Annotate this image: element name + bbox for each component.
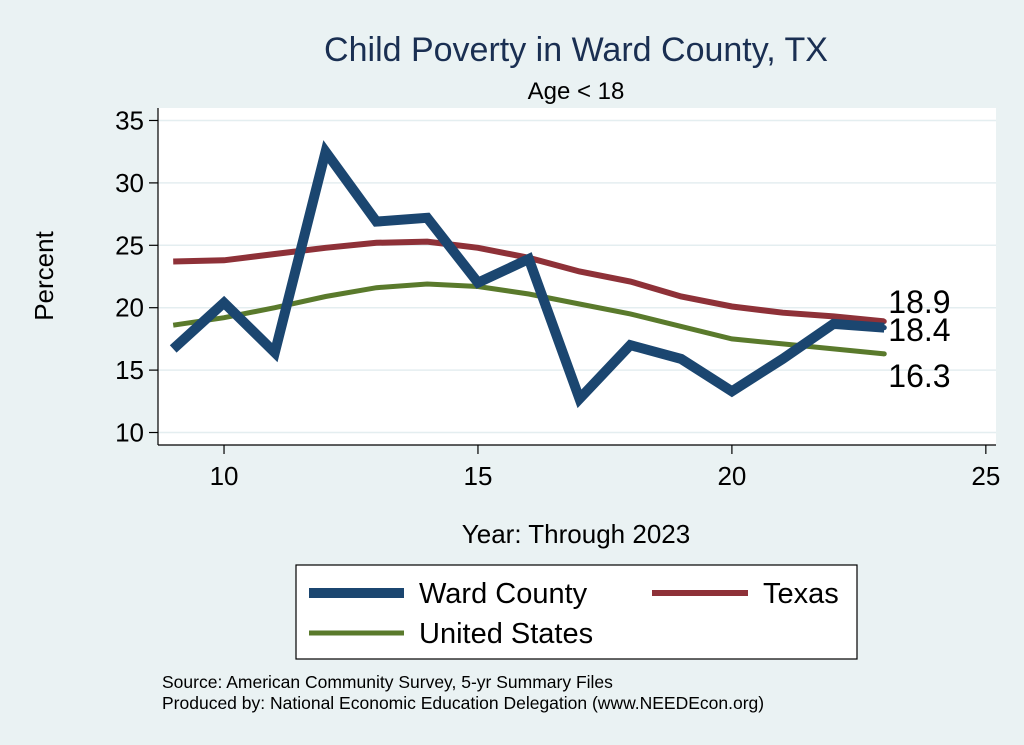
- y-tick-label: 25: [115, 230, 144, 260]
- legend-label-texas: Texas: [763, 578, 839, 610]
- y-tick-label: 10: [115, 418, 144, 448]
- x-tick-label: 15: [464, 461, 493, 491]
- series-lines: [169, 140, 887, 409]
- end-label-texas: 18.9: [888, 284, 950, 320]
- x-tick-label: 10: [210, 461, 239, 491]
- x-tick-label: 25: [971, 461, 1000, 491]
- y-tick-label: 20: [115, 293, 144, 323]
- legend: Ward County Texas United States: [309, 578, 839, 650]
- end-point-ward-county: [881, 325, 887, 331]
- produced-by-line: Produced by: National Economic Education…: [162, 693, 764, 713]
- x-axis-label: Year: Through 2023: [462, 519, 690, 549]
- end-label-united-states: 16.3: [888, 358, 950, 394]
- source-line: Source: American Community Survey, 5-yr …: [162, 672, 613, 692]
- end-label-ward-county: 18.4: [888, 312, 950, 348]
- end-labels: 18.918.4 16.3: [888, 284, 950, 394]
- y-tick-label: 35: [115, 105, 144, 135]
- y-tick-label: 30: [115, 168, 144, 198]
- series-line-ward-county: [169, 140, 885, 409]
- chart-title: Child Poverty in Ward County, TX: [324, 31, 828, 69]
- legend-box: [295, 564, 858, 660]
- axis-ticks: 10 15 20 25 30 35 10 15 20 25: [115, 105, 1000, 491]
- y-tick-label: 15: [115, 355, 144, 385]
- legend-label-united-states: United States: [419, 618, 593, 650]
- legend-label-ward-county: Ward County: [419, 578, 588, 610]
- x-tick-label: 20: [717, 461, 746, 491]
- end-point-united-states: [881, 351, 887, 357]
- y-axis-label: Percent: [29, 230, 59, 320]
- chart-subtitle: Age < 18: [528, 78, 625, 105]
